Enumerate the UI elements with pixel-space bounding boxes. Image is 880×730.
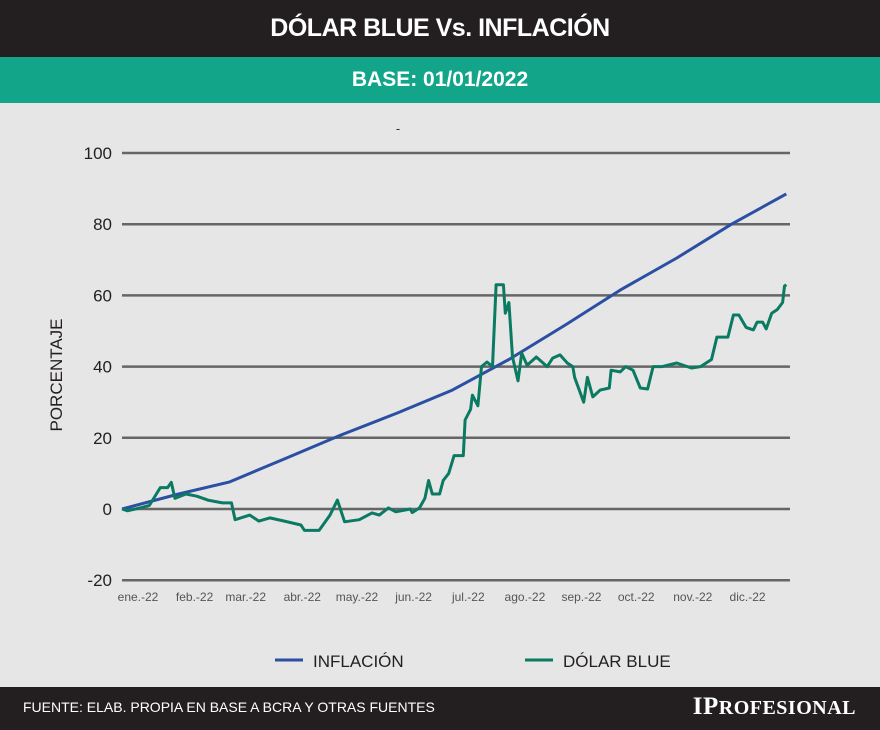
x-tick-label: jun.-22 bbox=[394, 590, 432, 604]
y-tick-label: -20 bbox=[87, 571, 112, 590]
source-note: FUENTE: ELAB. PROPIA EN BASE A BCRA Y OT… bbox=[23, 699, 435, 715]
series-line-dolar-blue bbox=[121, 283, 788, 532]
legend-label-inflacion: INFLACIÓN bbox=[313, 652, 404, 671]
series-line-inflacion bbox=[121, 192, 788, 511]
x-tick-label: dic.-22 bbox=[730, 590, 766, 604]
y-tick-label: 100 bbox=[84, 144, 112, 163]
x-tick-label: nov.-22 bbox=[673, 590, 712, 604]
y-tick-label: 0 bbox=[103, 500, 112, 519]
x-tick-label: may.-22 bbox=[336, 590, 379, 604]
y-tick-label: 60 bbox=[93, 286, 112, 305]
base-date-bar: BASE: 01/01/2022 bbox=[0, 57, 880, 103]
base-date: BASE: 01/01/2022 bbox=[351, 68, 529, 91]
chart-title-bar: DÓLAR BLUE Vs. INFLACIÓN bbox=[0, 0, 880, 57]
x-tick-label: feb.-22 bbox=[176, 590, 214, 604]
y-tick-label: 20 bbox=[93, 429, 112, 448]
x-tick-label: jul.-22 bbox=[451, 590, 485, 604]
x-tick-label: abr.-22 bbox=[284, 590, 322, 604]
x-tick-label: sep.-22 bbox=[561, 590, 601, 604]
line-chart: - 100 80 60 40 20 0 -20 ene.-22 feb.-22 mar.-22 a… bbox=[47, 121, 790, 671]
legend-label-dolar-blue: DÓLAR BLUE bbox=[563, 652, 671, 671]
iprofesional-logo: IPROFESIONAL bbox=[692, 693, 856, 720]
x-tick-label: ago.-22 bbox=[505, 590, 546, 604]
y-tick-label: 80 bbox=[93, 215, 112, 234]
footer: FUENTE: ELAB. PROPIA EN BASE A BCRA Y OT… bbox=[0, 687, 880, 730]
legend: INFLACIÓN DÓLAR BLUE bbox=[275, 652, 671, 671]
x-tick-label: ene.-22 bbox=[118, 590, 159, 604]
chart-subtitle: - bbox=[396, 121, 400, 136]
x-tick-label: oct.-22 bbox=[618, 590, 655, 604]
chart-title: DÓLAR BLUE Vs. INFLACIÓN bbox=[270, 14, 610, 42]
x-tick-label: mar.-22 bbox=[225, 590, 266, 604]
y-axis-label: PORCENTAJE bbox=[47, 318, 66, 431]
y-tick-label: 40 bbox=[93, 358, 112, 377]
